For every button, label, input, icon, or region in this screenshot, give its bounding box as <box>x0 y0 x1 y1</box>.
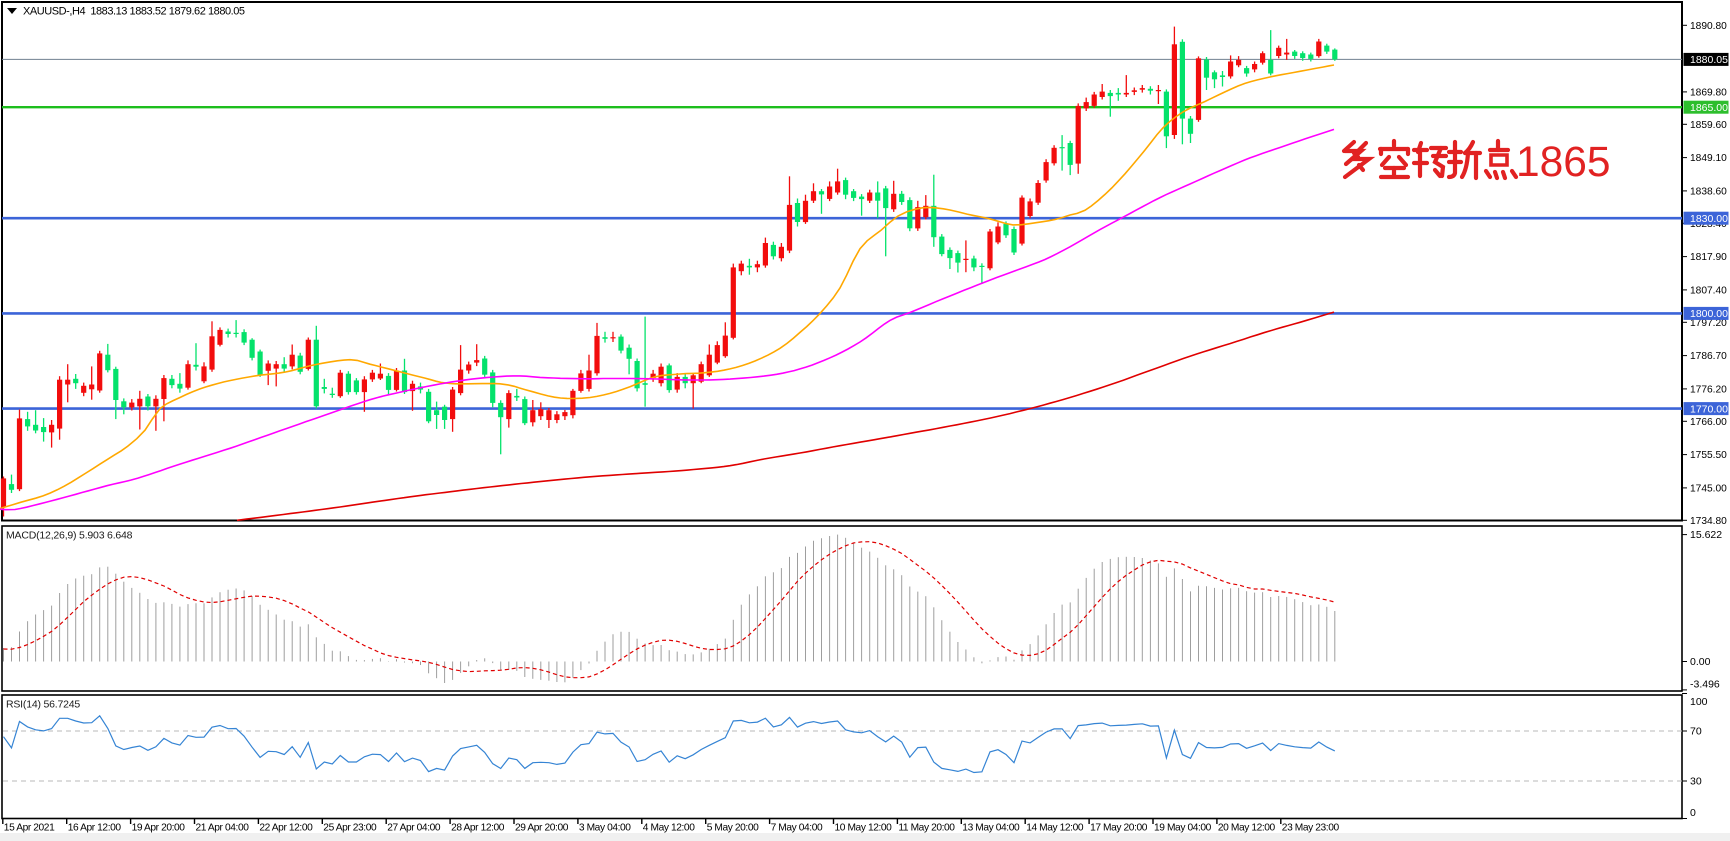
svg-text:15.622: 15.622 <box>1690 529 1722 541</box>
svg-text:7 May 04:00: 7 May 04:00 <box>771 823 823 834</box>
svg-text:15 Apr 2021: 15 Apr 2021 <box>4 823 55 834</box>
svg-text:5 May 20:00: 5 May 20:00 <box>707 823 759 834</box>
svg-text:100: 100 <box>1690 696 1708 708</box>
svg-text:1745.00: 1745.00 <box>1690 484 1727 495</box>
svg-text:10 May 12:00: 10 May 12:00 <box>835 823 893 834</box>
svg-text:70: 70 <box>1690 726 1702 738</box>
svg-text:27 Apr 04:00: 27 Apr 04:00 <box>387 823 441 834</box>
svg-text:1865: 1865 <box>1516 139 1611 186</box>
svg-text:1869.80: 1869.80 <box>1690 88 1727 99</box>
svg-text:1755.50: 1755.50 <box>1690 450 1727 461</box>
svg-text:1807.40: 1807.40 <box>1690 286 1727 297</box>
svg-text:29 Apr 20:00: 29 Apr 20:00 <box>515 823 569 834</box>
svg-text:1830.00: 1830.00 <box>1690 213 1728 225</box>
svg-text:1776.20: 1776.20 <box>1690 385 1727 396</box>
svg-text:28 Apr 12:00: 28 Apr 12:00 <box>451 823 505 834</box>
svg-text:16 Apr 12:00: 16 Apr 12:00 <box>68 823 122 834</box>
svg-text:-3.496: -3.496 <box>1690 679 1720 691</box>
svg-text:1838.60: 1838.60 <box>1690 187 1727 198</box>
svg-text:11 May 20:00: 11 May 20:00 <box>898 823 955 834</box>
svg-text:0.00: 0.00 <box>1690 656 1711 668</box>
svg-text:25 Apr 23:00: 25 Apr 23:00 <box>323 823 377 834</box>
svg-text:XAUUSD-,H4 1883.13 1883.52 18: XAUUSD-,H4 1883.13 1883.52 1879.62 1880.… <box>23 6 245 18</box>
svg-text:RSI(14) 56.7245: RSI(14) 56.7245 <box>6 699 80 711</box>
svg-text:1859.60: 1859.60 <box>1690 120 1727 131</box>
svg-text:23 May 23:00: 23 May 23:00 <box>1282 823 1340 834</box>
svg-text:13 May 04:00: 13 May 04:00 <box>962 823 1020 834</box>
svg-text:MACD(12,26,9) 5.903 6.648: MACD(12,26,9) 5.903 6.648 <box>6 530 133 542</box>
svg-text:20 May 12:00: 20 May 12:00 <box>1218 823 1276 834</box>
svg-text:1865.00: 1865.00 <box>1690 102 1728 114</box>
svg-text:1766.00: 1766.00 <box>1690 417 1727 428</box>
svg-text:14 May 12:00: 14 May 12:00 <box>1026 823 1084 834</box>
svg-text:1786.70: 1786.70 <box>1690 351 1727 362</box>
svg-text:1890.80: 1890.80 <box>1690 21 1727 32</box>
svg-text:17 May 20:00: 17 May 20:00 <box>1090 823 1148 834</box>
svg-text:1817.90: 1817.90 <box>1690 252 1727 263</box>
svg-text:4 May 12:00: 4 May 12:00 <box>643 823 695 834</box>
svg-text:19 Apr 20:00: 19 Apr 20:00 <box>132 823 186 834</box>
svg-text:1770.00: 1770.00 <box>1690 403 1728 415</box>
svg-text:1849.10: 1849.10 <box>1690 153 1727 164</box>
svg-text:30: 30 <box>1690 776 1702 788</box>
svg-text:1880.05: 1880.05 <box>1690 54 1728 66</box>
svg-text:1797.20: 1797.20 <box>1690 318 1727 329</box>
svg-text:21 Apr 04:00: 21 Apr 04:00 <box>196 823 250 834</box>
svg-text:0: 0 <box>1690 807 1696 819</box>
svg-text:3 May 04:00: 3 May 04:00 <box>579 823 631 834</box>
svg-text:1800.00: 1800.00 <box>1690 308 1728 320</box>
svg-text:19 May 04:00: 19 May 04:00 <box>1154 823 1212 834</box>
svg-text:22 Apr 12:00: 22 Apr 12:00 <box>259 823 313 834</box>
svg-text:1734.80: 1734.80 <box>1690 516 1727 527</box>
